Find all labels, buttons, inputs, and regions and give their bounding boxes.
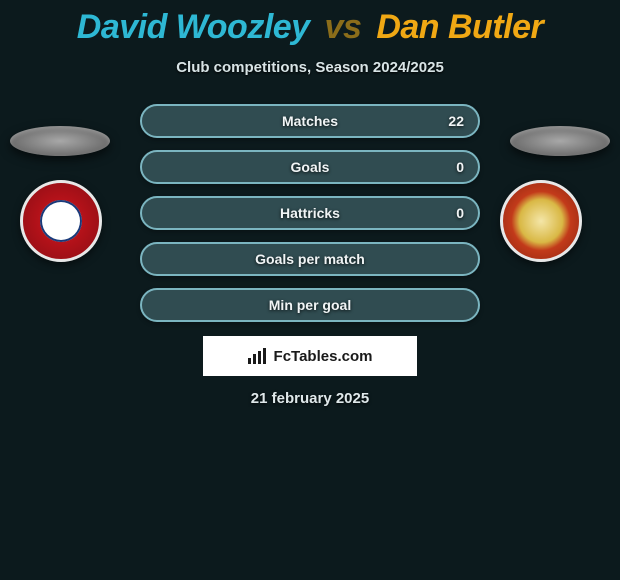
stat-label: Hattricks bbox=[280, 205, 340, 221]
stat-label: Min per goal bbox=[269, 297, 351, 313]
chart-bars-icon bbox=[248, 348, 268, 364]
player2-name: Dan Butler bbox=[376, 8, 543, 46]
stat-row-goals-per-match: Goals per match bbox=[140, 242, 480, 276]
stat-label: Matches bbox=[282, 113, 338, 129]
player1-club-badge bbox=[20, 180, 102, 262]
logo-text: FcTables.com bbox=[274, 348, 373, 365]
stat-label: Goals bbox=[291, 159, 330, 175]
player1-name: David Woozley bbox=[77, 8, 310, 46]
stat-row-hattricks: Hattricks 0 bbox=[140, 196, 480, 230]
stat-row-matches: Matches 22 bbox=[140, 104, 480, 138]
stat-value-right: 22 bbox=[448, 113, 464, 129]
stat-value-right: 0 bbox=[456, 205, 464, 221]
stat-row-goals: Goals 0 bbox=[140, 150, 480, 184]
fctables-logo: FcTables.com bbox=[203, 336, 417, 376]
stats-list: Matches 22 Goals 0 Hattricks 0 Goals per… bbox=[140, 104, 480, 322]
stat-row-min-per-goal: Min per goal bbox=[140, 288, 480, 322]
player1-photo-placeholder bbox=[10, 126, 110, 156]
stat-value-right: 0 bbox=[456, 159, 464, 175]
snapshot-date: 21 february 2025 bbox=[0, 390, 620, 407]
player2-club-badge bbox=[500, 180, 582, 262]
comparison-title: David Woozley vs Dan Butler bbox=[0, 0, 620, 47]
player2-photo-placeholder bbox=[510, 126, 610, 156]
vs-separator: vs bbox=[325, 8, 362, 46]
stat-label: Goals per match bbox=[255, 251, 365, 267]
season-subtitle: Club competitions, Season 2024/2025 bbox=[0, 59, 620, 76]
